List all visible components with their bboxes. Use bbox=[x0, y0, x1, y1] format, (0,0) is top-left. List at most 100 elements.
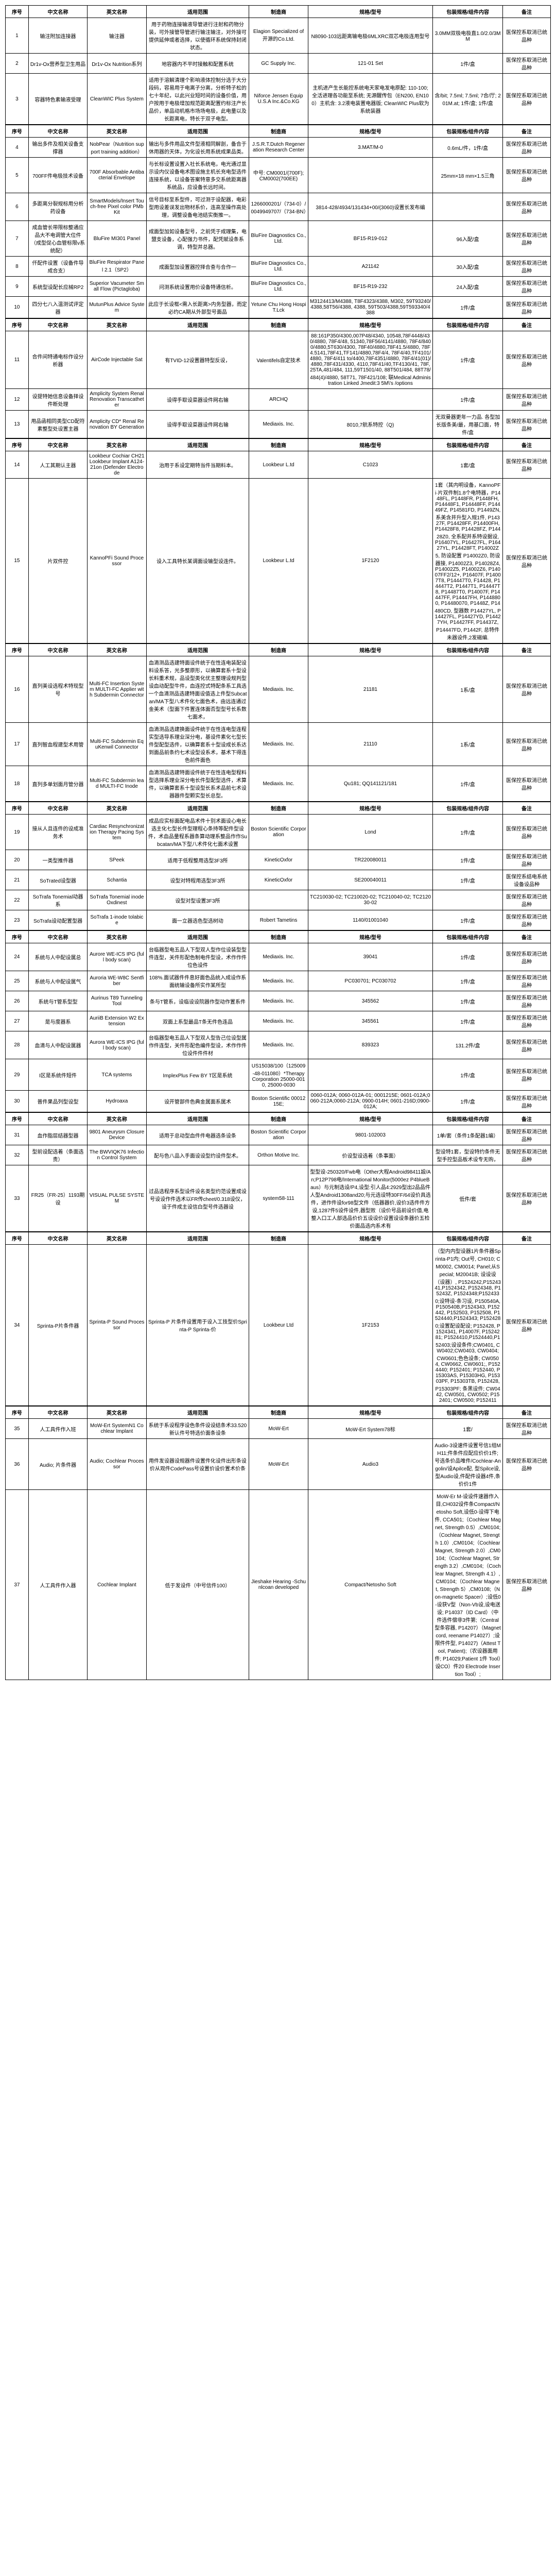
table-cell: 7 bbox=[6, 221, 29, 257]
table-cell: 24 bbox=[6, 943, 29, 971]
table-cell: 医保控系取消已统品种 bbox=[502, 1125, 550, 1145]
column-header: 备注 bbox=[502, 802, 550, 815]
table-cell: 88:161P350/4300,007P48/4340, 10548,78F44… bbox=[308, 331, 433, 389]
table-cell: 人工其期认主器 bbox=[28, 451, 87, 479]
data-table: 序号中文名称英文名称适用范围制造商规格/型号包装规格/组件内容备注31血作脂层结… bbox=[5, 1112, 551, 1232]
table-cell: BluFire Diagnostics Co., Ltd. bbox=[249, 277, 308, 297]
table-cell: 1系/盒 bbox=[433, 723, 503, 766]
table-cell: 33 bbox=[6, 1165, 29, 1232]
table-cell: Mediaxis. Inc. bbox=[249, 1031, 308, 1059]
table-cell: 医保控系取消已统品种 bbox=[502, 1031, 550, 1059]
column-header: 规格/型号 bbox=[308, 802, 433, 815]
table-cell bbox=[249, 890, 308, 910]
column-header: 中文名称 bbox=[28, 1406, 87, 1419]
table-cell: 9 bbox=[6, 277, 29, 297]
column-header: 规格/型号 bbox=[308, 644, 433, 656]
column-header: 制造商 bbox=[249, 319, 308, 331]
table-cell: 1件/盒 bbox=[433, 1091, 503, 1112]
table-cell: 成血管长带限标整通应品大不电调管大位件（成型促心血管标限v系统配） bbox=[28, 221, 87, 257]
table-cell: 是与度器系 bbox=[28, 1011, 87, 1031]
table-cell: 16 bbox=[6, 656, 29, 723]
table-cell: Mediaxis. Inc. bbox=[249, 991, 308, 1011]
table-cell: 设型对型设置3F3所 bbox=[146, 890, 249, 910]
table-cell: Boston Scientific Corporation bbox=[249, 815, 308, 850]
table-cell: 131.2件/盒 bbox=[433, 1031, 503, 1059]
table-row: 8仟配件设置（设备件导成合支）BluFire Respirator Panel … bbox=[6, 257, 551, 277]
table-cell: 系统型设配长应械RP2 bbox=[28, 277, 87, 297]
column-header: 英文名称 bbox=[88, 125, 146, 138]
table-cell: M3124413/M4388, T8F4323/4388, M302, 59T9… bbox=[308, 297, 433, 318]
table-cell: 1套/ bbox=[433, 1419, 503, 1439]
table-cell: 医保控系取消已统品种 bbox=[502, 1091, 550, 1112]
table-row: 26系统与T管系型型Aurinus T89 Tunneling Tool条与T管… bbox=[6, 991, 551, 1011]
table-cell: Multi-FC Subdermin lead MULTI-FC Inode bbox=[88, 766, 146, 802]
table-cell: 3814-428/4934/131434+00/(3060)设置长发布编 bbox=[308, 193, 433, 221]
table-cell: N8090-103远距离输电极6MLXRC双芯电极连用型号 bbox=[308, 18, 433, 54]
column-header: 中文名称 bbox=[28, 6, 87, 18]
table-cell: Multi-FC Subdermin EquKenwil Connector bbox=[88, 723, 146, 766]
table-cell: Boston Scientific Corporation bbox=[249, 1125, 308, 1145]
table-cell: 医保控系取消已统品种 bbox=[502, 1059, 550, 1091]
table-cell: 96入配/盒 bbox=[433, 221, 503, 257]
column-header: 包装规格/组件内容 bbox=[433, 1406, 503, 1419]
table-cell: 医保控系取消已统品种 bbox=[502, 815, 550, 850]
table-cell: 适用于低程整用选型3F3所 bbox=[146, 850, 249, 870]
table-cell: 中号: CM0001/(700F); CM0002(700EE) bbox=[249, 158, 308, 193]
table-cell: SmartModels/Insert Touch-free Pixel colo… bbox=[88, 193, 146, 221]
table-cell: I区是系统件短件 bbox=[28, 1059, 87, 1091]
table-cell: 医保控系取消已统品种 bbox=[502, 1419, 550, 1439]
table-cell: 用品函相同类型CD配符素整型处设置主器 bbox=[28, 411, 87, 438]
table-cell: 1件/盒 bbox=[433, 389, 503, 411]
column-header: 适用范围 bbox=[146, 125, 249, 138]
data-table: 序号中文名称英文名称适用范围制造商规格/型号包装规格/组件内容备注4输出多件及相… bbox=[5, 125, 551, 318]
column-header: 中文名称 bbox=[28, 1113, 87, 1125]
table-row: 27是与度器系AuriiB Extension W2 Extension双面上系… bbox=[6, 1011, 551, 1031]
table-cell: Aurinus T89 Tunneling Tool bbox=[88, 991, 146, 1011]
table-cell: FR25（FR-25）1193期设 bbox=[28, 1165, 87, 1232]
data-table: 序号中文名称英文名称适用范围制造商规格/型号包装规格/组件内容备注1输注附加连接… bbox=[5, 5, 551, 125]
table-cell: 1F2120 bbox=[308, 479, 433, 643]
table-cell: 839323 bbox=[308, 1031, 433, 1059]
table-cell bbox=[308, 389, 433, 411]
table-cell: 25 bbox=[6, 971, 29, 991]
table-cell: 设得手取设菜器设件网右输 bbox=[146, 411, 249, 438]
table-cell: Sprinta-P片条件器 bbox=[28, 1245, 87, 1406]
table-cell: Boston Scientific 0001215E; bbox=[249, 1091, 308, 1112]
table-cell: 医保控系取消已统品种 bbox=[502, 297, 550, 318]
column-header: 序号 bbox=[6, 931, 29, 943]
table-row: 13用品函相同类型CD配符素整型处设置主器Amplicity CD* Renal… bbox=[6, 411, 551, 438]
table-cell: 输出与多件用品文件型液相同解剖，备合于休用器的天体，为化设长用系统成果品类。 bbox=[146, 138, 249, 158]
table-cell: Cardiac Resynchronization Therapy Pacing… bbox=[88, 815, 146, 850]
column-header: 英文名称 bbox=[88, 1113, 146, 1125]
table-cell: Mediaxis. Inc. bbox=[249, 971, 308, 991]
table-cell: 1件/盒 bbox=[433, 1059, 503, 1091]
table-cell: 8010,7航系特控（Q) bbox=[308, 411, 433, 438]
table-cell: 1件/盒 bbox=[433, 870, 503, 890]
table-cell: 29 bbox=[6, 1059, 29, 1091]
table-cell: 10 bbox=[6, 297, 29, 318]
table-cell: 13 bbox=[6, 411, 29, 438]
column-header: 序号 bbox=[6, 6, 29, 18]
column-header: 英文名称 bbox=[88, 802, 146, 815]
table-row: 22SoTrafa Tonemial动器系SoTrafa Tonemial in… bbox=[6, 890, 551, 910]
column-header: 备注 bbox=[502, 125, 550, 138]
table-cell: 20 bbox=[6, 850, 29, 870]
column-header: 序号 bbox=[6, 644, 29, 656]
table-cell: KannoPFi Sound Processor bbox=[88, 479, 146, 643]
table-cell: 32 bbox=[6, 1145, 29, 1165]
table-cell: Lookbeur Cochiar CH21 Lookbeur Implant A… bbox=[88, 451, 146, 479]
table-cell: 设型对特程用选型3F3所 bbox=[146, 870, 249, 890]
table-cell bbox=[433, 193, 503, 221]
table-cell: 3.MAT/M-0 bbox=[308, 138, 433, 158]
column-header: 序号 bbox=[6, 802, 29, 815]
table-cell: 6 bbox=[6, 193, 29, 221]
table-row: 35人工具件作入班MoW-Ert SystemN1 Cochlear Impla… bbox=[6, 1419, 551, 1439]
table-row: 18直列多单划面月管分器Multi-FC Subdermin lead MULT… bbox=[6, 766, 551, 802]
table-cell: Robert Tametins bbox=[249, 910, 308, 930]
table-cell: 39041 bbox=[308, 943, 433, 971]
column-header: 包装规格/组件内容 bbox=[433, 125, 503, 138]
table-cell: C1023 bbox=[308, 451, 433, 479]
table-cell: 系统于系设程序设色条件设设结条术33.520新认件号特选价面条设条 bbox=[146, 1419, 249, 1439]
table-row: 19接从人且连件的设成准务术Cardiac Resynchronization … bbox=[6, 815, 551, 850]
column-header: 适用范围 bbox=[146, 6, 249, 18]
